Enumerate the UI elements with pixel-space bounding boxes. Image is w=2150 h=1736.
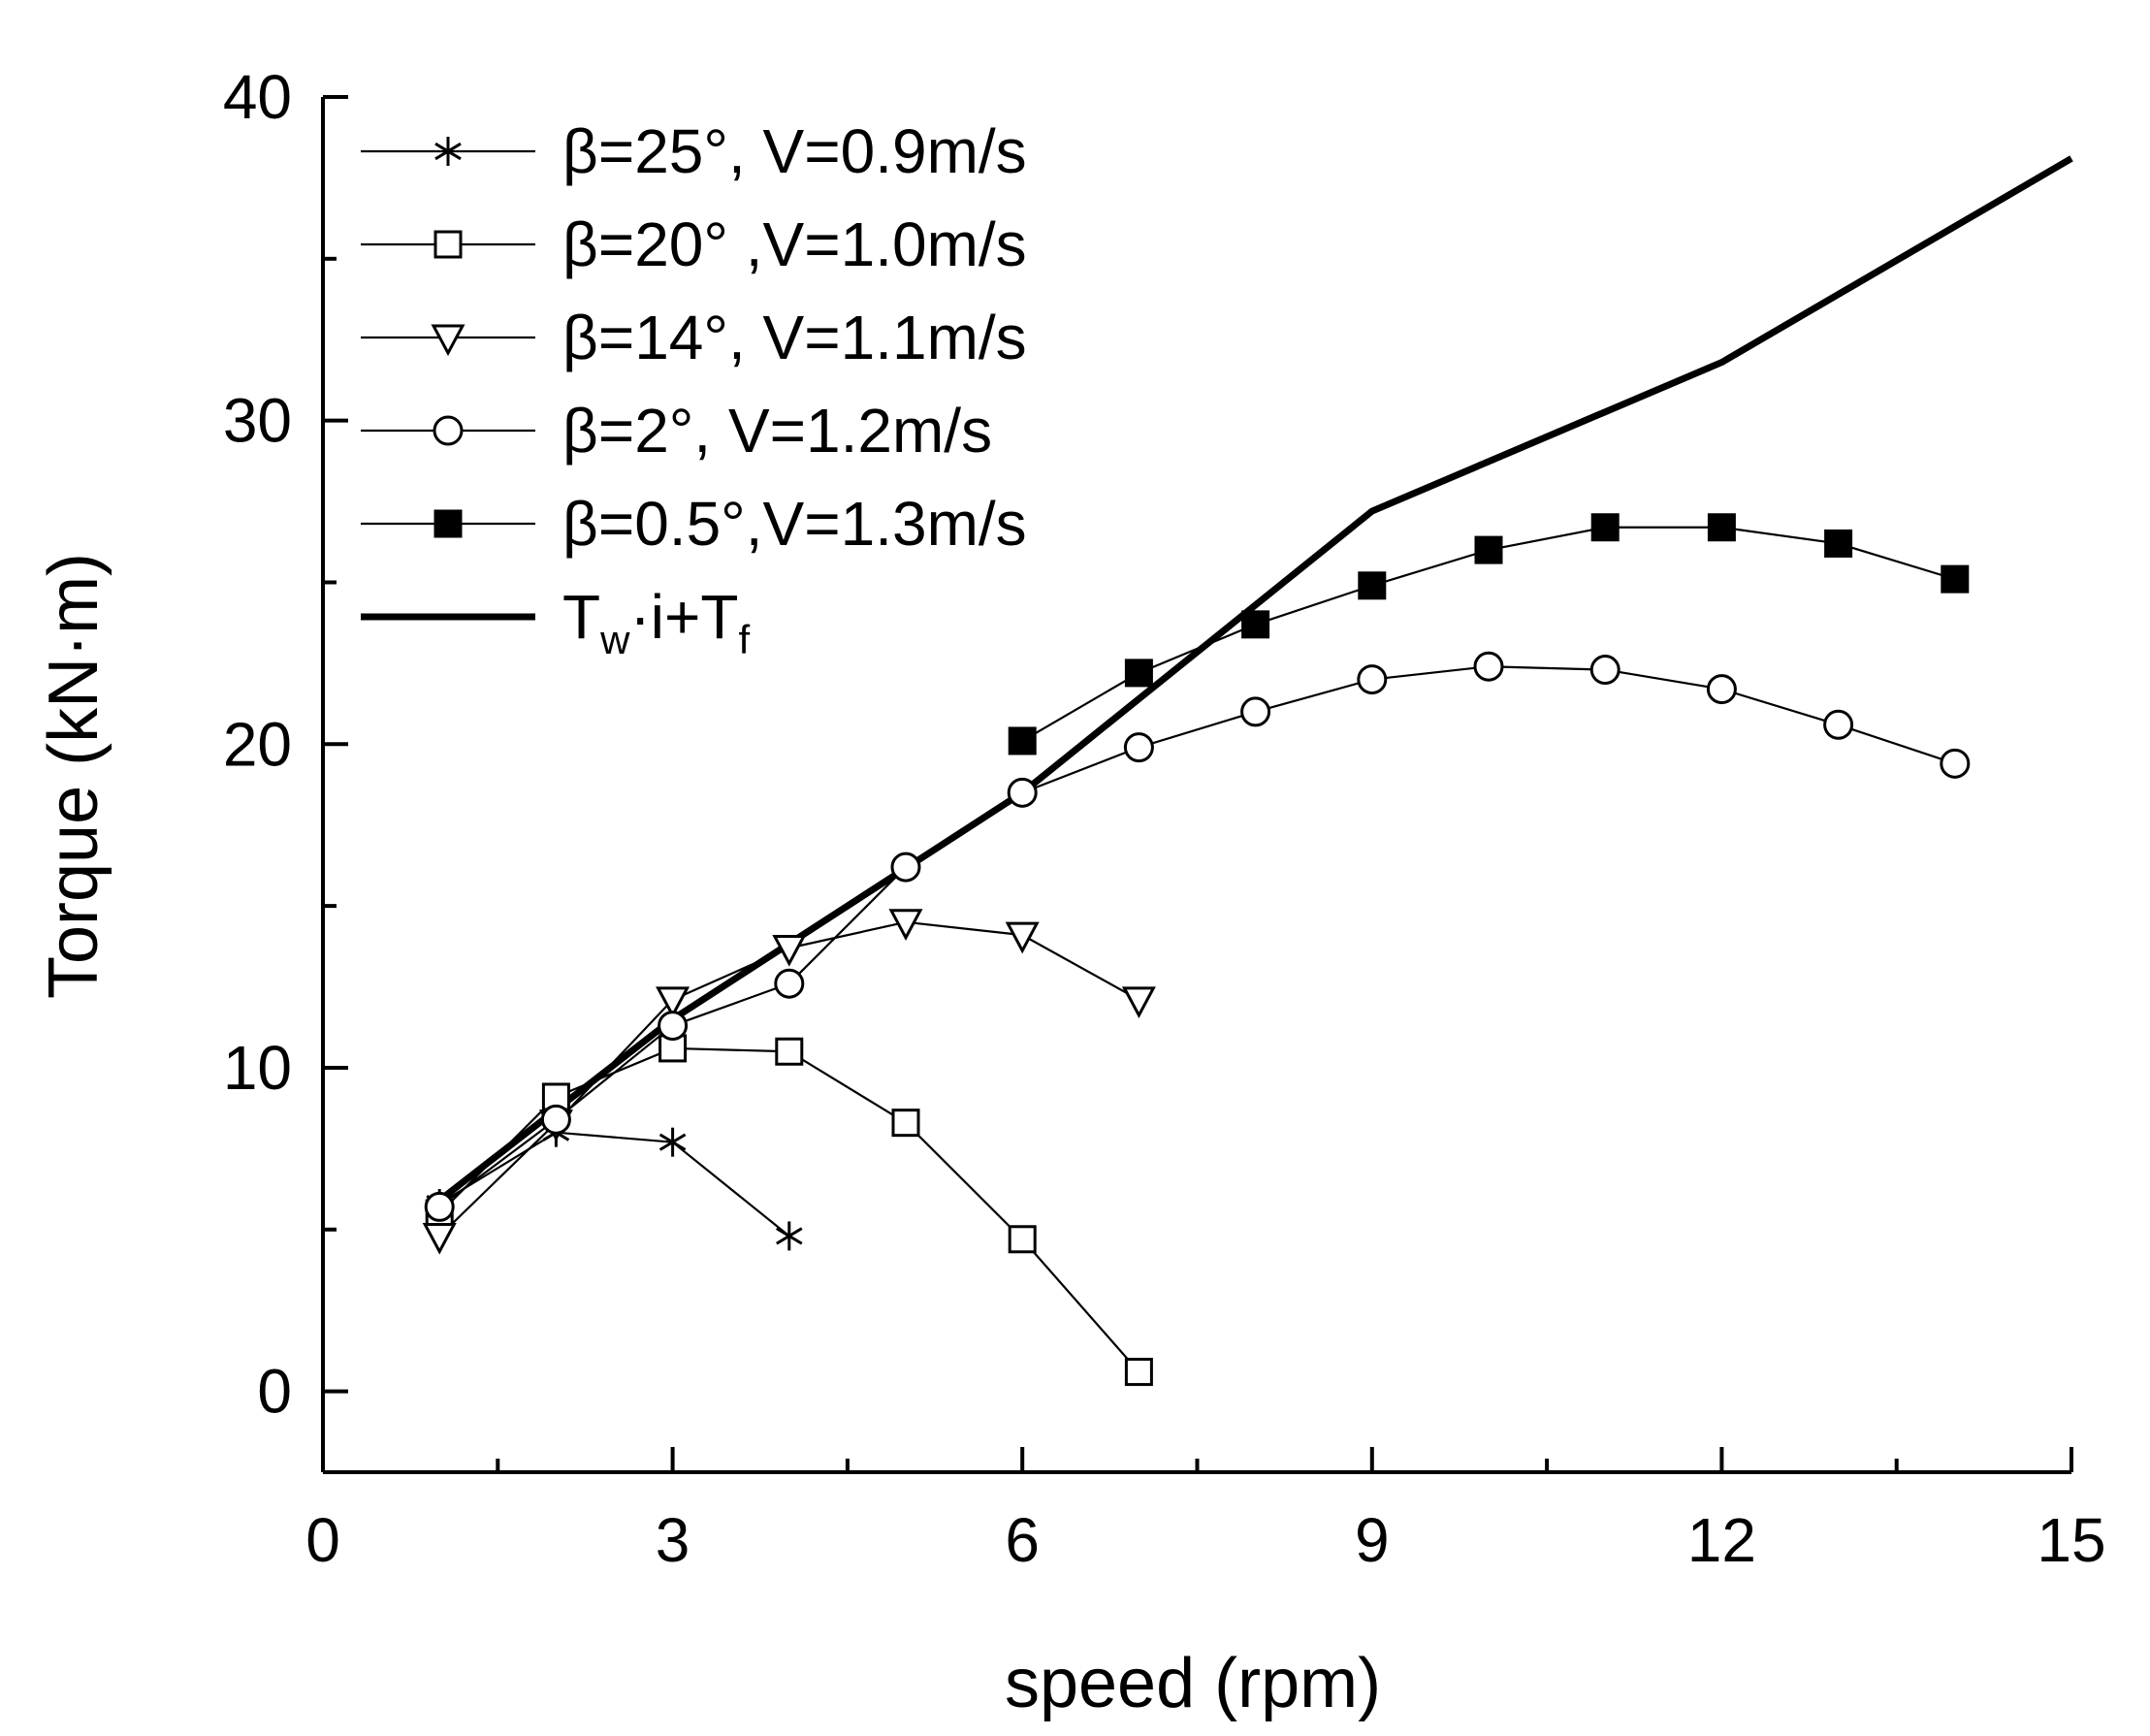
legend-label: β=20° ,V=1.0m/s: [562, 209, 1027, 279]
legend-label: β=0.5°,V=1.3m/s: [562, 489, 1027, 559]
legend-label: β=25°, V=0.9m/s: [562, 116, 1027, 186]
y-tick-label: 0: [257, 1357, 292, 1427]
data-point-open-circle: [1123, 732, 1154, 763]
data-point-open-triangle: [1121, 986, 1156, 1019]
legend-item: β=14°, V=1.1m/s: [361, 303, 1027, 372]
data-point-open-square: [891, 1109, 920, 1138]
data-point-open-square: [1124, 1358, 1153, 1387]
data-point-open-circle: [1706, 674, 1737, 705]
legend: β=25°, V=0.9m/s β=20° ,V=1.0m/s β=14°, V=1…: [361, 116, 1027, 662]
data-point-open-circle: [540, 1104, 571, 1135]
legend-item: β=25°, V=0.9m/s: [361, 116, 1027, 186]
legend-item: β=0.5°,V=1.3m/s: [361, 489, 1027, 559]
data-point-open-circle: [1823, 709, 1854, 740]
legend-label: β=2°, V=1.2m/s: [562, 396, 992, 466]
data-point-filled-square: [1358, 571, 1387, 600]
x-tick-label: 12: [1687, 1505, 1756, 1575]
data-point-open-circle: [658, 1011, 689, 1042]
x-tick-label: 6: [1005, 1505, 1040, 1575]
y-axis-label: Torque (kN·m): [35, 553, 112, 999]
x-tick-label: 15: [2037, 1505, 2105, 1575]
axes: 0 3 6 9 12 15 0 10 20 30 40: [223, 62, 2106, 1575]
data-point-open-circle: [774, 968, 805, 999]
y-tick-label: 10: [223, 1033, 292, 1103]
data-point-filled-square: [1824, 529, 1853, 558]
data-point-filled-square: [1124, 659, 1153, 688]
data-point-open-circle: [433, 415, 464, 446]
series-markers-open-square: [425, 1034, 1153, 1387]
data-point-asterisk: [434, 137, 462, 166]
data-point-filled-square: [1474, 535, 1503, 564]
data-point-open-circle: [890, 852, 921, 883]
x-tick-label: 9: [1355, 1505, 1390, 1575]
data-point-open-triangle: [422, 1222, 457, 1255]
data-point-filled-square: [1707, 513, 1736, 542]
series-markers-filled-square: [1008, 513, 1970, 755]
series-line-1: [438, 1131, 790, 1238]
data-point-open-circle: [1007, 777, 1038, 808]
data-point-open-circle: [1473, 651, 1504, 682]
data-point-open-triangle: [431, 324, 465, 357]
legend-label: Tw·i+Tf: [562, 582, 750, 662]
data-point-open-triangle: [1005, 921, 1040, 954]
data-point-filled-square: [1008, 726, 1037, 755]
series-markers-open-triangle-down: [422, 909, 1156, 1255]
series-line-model: [437, 155, 2073, 1204]
legend-item: β=2°, V=1.2m/s: [361, 396, 992, 466]
data-point-open-square: [541, 1082, 570, 1111]
x-axis-label: speed (rpm): [1005, 1645, 1381, 1722]
data-point-filled-square: [1941, 564, 1970, 594]
data-point-open-circle: [1589, 655, 1621, 686]
data-point-filled-square: [1590, 513, 1620, 542]
data-point-open-circle: [1357, 664, 1388, 695]
data-point-asterisk: [776, 1221, 803, 1251]
series-markers-open-circle: [424, 651, 1971, 1222]
data-point-open-circle: [1940, 748, 1971, 779]
series-line-4: [438, 665, 1956, 1208]
data-point-asterisk: [658, 1127, 687, 1157]
x-tick-label: 0: [305, 1505, 340, 1575]
legend-item: Tw·i+Tf: [361, 582, 750, 662]
x-tick-label: 3: [656, 1505, 690, 1575]
data-point-open-square: [1008, 1225, 1037, 1254]
data-point-filled-square: [433, 509, 463, 538]
data-point-open-triangle: [888, 909, 923, 941]
data-point-open-triangle: [772, 934, 807, 967]
y-tick-label: 40: [223, 62, 292, 132]
legend-item: β=20° ,V=1.0m/s: [361, 209, 1027, 279]
data-point-open-square: [775, 1037, 804, 1066]
legend-label: β=14°, V=1.1m/s: [562, 303, 1027, 372]
data-point-open-square: [433, 230, 463, 259]
data-point-filled-square: [1241, 610, 1270, 639]
series-layer: [422, 155, 2073, 1387]
data-point-open-triangle: [656, 986, 690, 1019]
data-point-open-circle: [424, 1191, 455, 1222]
y-tick-label: 20: [223, 709, 292, 779]
y-tick-label: 30: [223, 386, 292, 456]
data-point-open-circle: [1240, 696, 1271, 727]
